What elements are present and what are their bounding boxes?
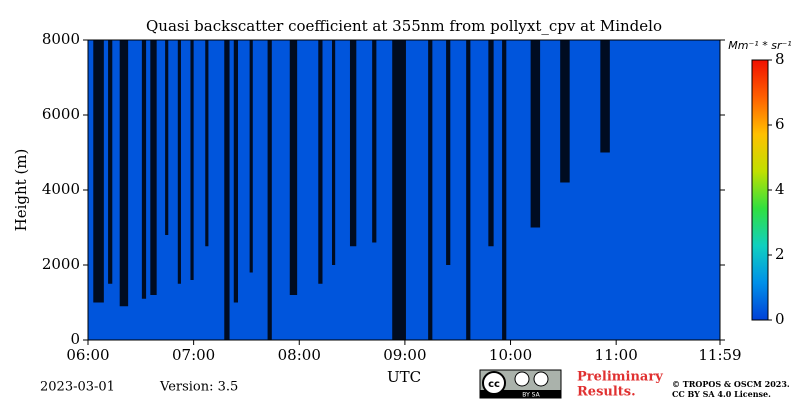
no-data-column [349, 40, 357, 247]
no-data-column [93, 40, 104, 303]
version: Version: 3.5 [159, 380, 238, 395]
cc-badge: cc BY SA [479, 369, 562, 399]
no-data-column [249, 40, 253, 273]
x-axis-label: UTC [387, 368, 421, 386]
x-tick-label: 11:59 [698, 346, 741, 364]
y-tick-label: 2000 [42, 255, 80, 273]
preliminary-line: Preliminary [577, 370, 663, 385]
x-tick-label: 09:00 [383, 346, 426, 364]
y-axis-label: Height (m) [12, 149, 30, 232]
no-data-column [332, 40, 336, 265]
no-data-column [177, 40, 181, 284]
colorbar-tick-label: 2 [775, 245, 785, 263]
y-tick-label: 8000 [42, 30, 80, 48]
y-tick-label: 0 [70, 330, 80, 348]
y-tick-label: 6000 [42, 105, 80, 123]
colorbar-tick-label: 6 [775, 115, 785, 133]
no-data-column [392, 40, 406, 340]
no-data-column [372, 40, 377, 243]
x-tick-label: 08:00 [278, 346, 321, 364]
no-data-column [488, 40, 494, 247]
no-data-column [530, 40, 541, 228]
no-data-column [267, 40, 272, 340]
colorbar-tick-label: 8 [775, 50, 785, 68]
colorbar-label: Mm⁻¹ * sr⁻¹ [728, 39, 791, 52]
no-data-column [233, 40, 238, 303]
no-data-column [466, 40, 471, 340]
no-data-column [502, 40, 507, 340]
date: 2023-03-01 [40, 380, 115, 395]
badge-text: BY SA [522, 392, 540, 399]
x-tick-label: 06:00 [66, 346, 109, 364]
x-tick-label: 07:00 [172, 346, 215, 364]
x-tick-label: 11:00 [595, 346, 638, 364]
colorbar [751, 59, 769, 321]
no-data-column [289, 40, 298, 295]
copyright-line: © TROPOS & OSCM 2023. [672, 379, 790, 389]
no-data-column [224, 40, 230, 340]
no-data-column [428, 40, 433, 340]
svg-text:cc: cc [488, 379, 500, 390]
no-data-column [205, 40, 209, 247]
no-data-column [560, 40, 570, 183]
chart-title: Quasi backscatter coefficient at 355nm f… [146, 17, 662, 35]
no-data-column [108, 40, 113, 284]
preliminary-line: Results. [577, 385, 636, 400]
no-data-column [119, 40, 129, 307]
no-data-column [318, 40, 323, 284]
no-data-column [150, 40, 157, 295]
copyright-line: CC BY SA 4.0 License. [672, 389, 771, 399]
no-data-column [600, 40, 610, 153]
colorbar-tick-label: 0 [775, 310, 785, 328]
x-tick-label: 10:00 [489, 346, 532, 364]
colorbar-tick-label: 4 [775, 180, 785, 198]
no-data-column [141, 40, 147, 299]
no-data-column [190, 40, 194, 280]
y-tick-label: 4000 [42, 180, 80, 198]
no-data-column [446, 40, 451, 265]
no-data-column [165, 40, 169, 235]
